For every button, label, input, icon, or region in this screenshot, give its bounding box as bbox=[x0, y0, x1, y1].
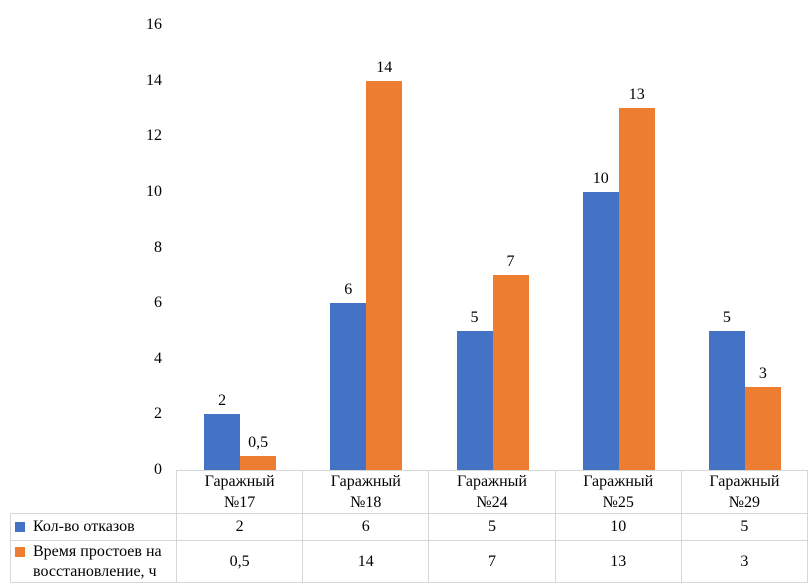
table-category-header: Гаражный №17 bbox=[177, 470, 304, 514]
bar-series2-cat3 bbox=[492, 275, 529, 470]
table-category-header: Гаражный №18 bbox=[303, 470, 430, 514]
bar-data-label: 10 bbox=[592, 170, 609, 187]
bar-series1-cat3 bbox=[456, 331, 493, 470]
legend-row-label: Время простоев на восстановление, ч bbox=[10, 541, 177, 583]
bar-data-label: 13 bbox=[628, 86, 645, 103]
series-name: Время простоев на восстановление, ч bbox=[33, 542, 162, 580]
table-value-cell: 14 bbox=[303, 541, 430, 583]
legend-row-label: Кол-во отказов bbox=[10, 514, 177, 541]
bar-series1-cat4 bbox=[582, 192, 619, 470]
bar-series2-cat4 bbox=[618, 108, 655, 470]
bar-data-label: 14 bbox=[376, 59, 393, 76]
bar-data-label: 2 bbox=[218, 392, 227, 409]
bar-data-label: 0,5 bbox=[248, 434, 269, 451]
table-value-cell: 7 bbox=[429, 541, 556, 583]
series-name: Кол-во отказов bbox=[33, 518, 135, 535]
table-value-cell: 5 bbox=[681, 514, 808, 541]
table-value-cell: 0,5 bbox=[177, 541, 304, 583]
table-value-cell: 3 bbox=[681, 541, 808, 583]
bar-data-label: 6 bbox=[344, 281, 353, 298]
bar-series1-cat1 bbox=[204, 414, 241, 470]
data-table: Гаражный №17 Гаражный №18 Гаражный №24 Гара… bbox=[10, 470, 808, 583]
table-category-header: Гаражный №24 bbox=[429, 470, 556, 514]
table-value-cell: 13 bbox=[555, 541, 682, 583]
bar-series2-cat1 bbox=[240, 456, 277, 470]
bar-series2-cat5 bbox=[744, 387, 781, 470]
table-corner-cell bbox=[10, 470, 177, 514]
bar-series1-cat5 bbox=[708, 331, 745, 470]
bar-data-label: 5 bbox=[722, 309, 731, 326]
bar-data-label: 5 bbox=[470, 309, 479, 326]
table-value-cell: 5 bbox=[429, 514, 556, 541]
bar-series2-cat2 bbox=[366, 81, 403, 470]
table-category-header: Гаражный №29 bbox=[681, 470, 808, 514]
table-category-header: Гаражный №25 bbox=[555, 470, 682, 514]
table-value-cell: 2 bbox=[177, 514, 304, 541]
table-value-cell: 6 bbox=[303, 514, 430, 541]
legend-key-icon bbox=[15, 522, 25, 532]
bar-data-label: 3 bbox=[758, 365, 767, 382]
table-value-cell: 10 bbox=[555, 514, 682, 541]
bar-data-label: 7 bbox=[506, 253, 515, 270]
legend-key-icon bbox=[15, 547, 25, 557]
bar-series1-cat2 bbox=[330, 303, 367, 470]
